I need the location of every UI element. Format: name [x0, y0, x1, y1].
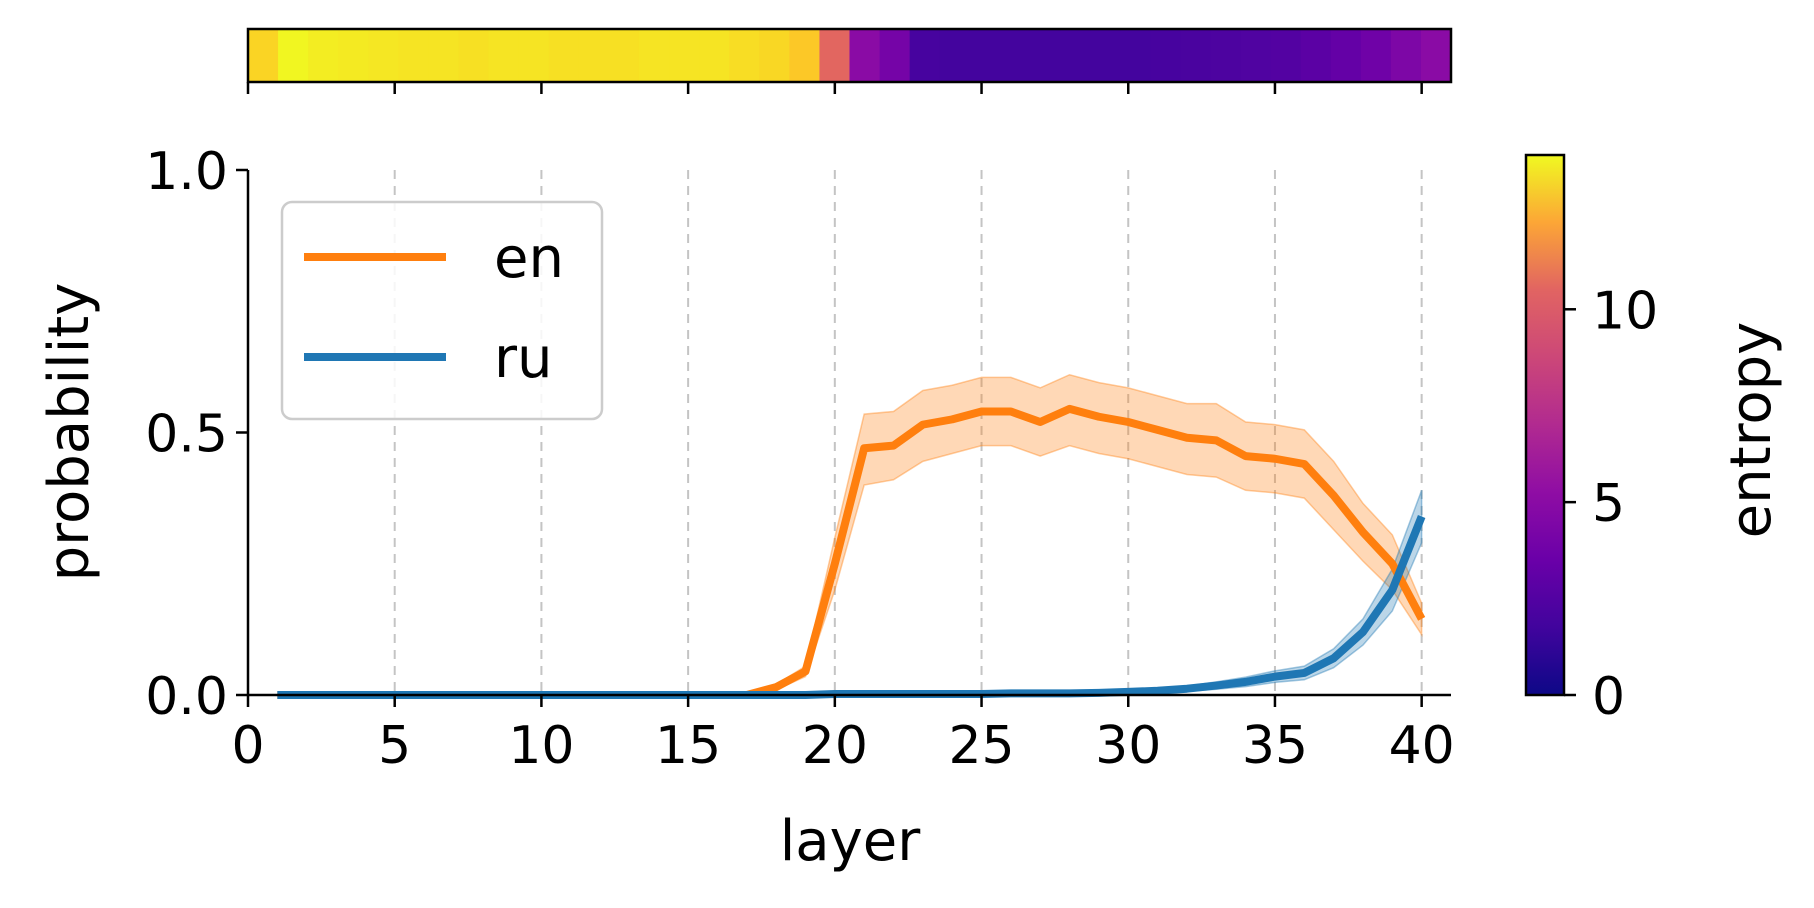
entropy-cell [1029, 29, 1061, 82]
entropy-cell [428, 29, 460, 82]
colorbar [1524, 153, 1566, 697]
entropy-cell [909, 29, 941, 82]
x-tick-label: 5 [378, 716, 411, 776]
entropy-strip-frame [246, 27, 1453, 84]
x-axis-title: layer [780, 809, 921, 874]
colorbar-tick-label: 10 [1592, 281, 1658, 341]
entropy-cell [999, 29, 1031, 82]
x-tick-label: 35 [1242, 716, 1308, 776]
entropy-cell [699, 29, 730, 82]
entropy-cell [759, 29, 790, 82]
entropy-cell [1270, 29, 1302, 82]
y-axis-ticks: 0.0 0.5 1.0 [145, 142, 248, 727]
entropy-cell [1330, 29, 1362, 82]
x-tick-label: 0 [231, 716, 264, 776]
entropy-cell [488, 29, 520, 82]
colorbar-tick-label: 0 [1592, 667, 1625, 727]
y-tick-label: 0.5 [145, 405, 228, 465]
entropy-cell [819, 29, 851, 82]
entropy-cell [368, 29, 399, 82]
entropy-cell [969, 29, 1001, 82]
entropy-cell [578, 29, 610, 82]
entropy-cell [1210, 29, 1242, 82]
series-line-ru [277, 515, 1426, 699]
x-tick-label: 30 [1095, 716, 1161, 776]
band-en [277, 373, 1423, 696]
x-tick-label: 20 [802, 716, 868, 776]
entropy-cell [1090, 29, 1121, 82]
x-tick-label: 25 [948, 716, 1014, 776]
confidence-bands [277, 373, 1423, 696]
entropy-cell [789, 29, 821, 82]
entropy-cell [669, 29, 700, 82]
x-tick-label: 10 [508, 716, 574, 776]
entropy-cell [638, 29, 670, 82]
vertical-gridlines [393, 170, 1423, 695]
entropy-cell [939, 29, 971, 82]
colorbar-ticks: 0 5 10 [1564, 281, 1658, 727]
entropy-cell [248, 29, 279, 82]
y-axis-title: probability [37, 283, 102, 582]
entropy-cell [849, 29, 881, 82]
x-axis-ticks: 0 5 10 15 20 25 30 35 40 [231, 695, 1455, 776]
entropy-cell [548, 29, 580, 82]
entropy-cell [398, 29, 430, 82]
x-tick-label: 40 [1389, 716, 1455, 776]
entropy-strip-ticks [246, 82, 1423, 94]
entropy-cell [308, 29, 339, 82]
entropy-cell [608, 29, 640, 82]
entropy-cell [1300, 29, 1332, 82]
colorbar-tick-label: 5 [1592, 474, 1625, 534]
entropy-strip [248, 29, 1452, 82]
entropy-cell [1150, 29, 1181, 82]
entropy-cell [1060, 29, 1091, 82]
legend: en ru [280, 200, 604, 421]
legend-label-ru: ru [494, 326, 553, 391]
colorbar-title: entropy [1719, 322, 1784, 539]
y-tick-label: 0.0 [145, 667, 228, 727]
entropy-cell [1120, 29, 1151, 82]
entropy-cell [729, 29, 760, 82]
entropy-cell [518, 29, 550, 82]
entropy-cell [1420, 29, 1452, 82]
entropy-cell [1240, 29, 1272, 82]
y-tick-label: 1.0 [145, 142, 228, 202]
entropy-cell [879, 29, 911, 82]
entropy-cell [1360, 29, 1392, 82]
entropy-cell [1390, 29, 1422, 82]
entropy-cell [1180, 29, 1211, 82]
entropy-cell [338, 29, 369, 82]
entropy-cell [278, 29, 309, 82]
x-tick-label: 15 [655, 716, 721, 776]
entropy-cell [458, 29, 490, 82]
legend-label-en: en [494, 226, 564, 291]
